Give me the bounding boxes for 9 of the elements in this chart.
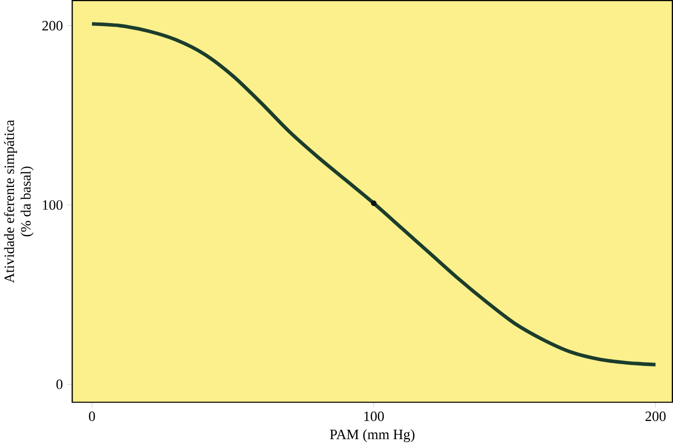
x-tick-label: 0 [88,411,95,422]
y-tick-label: 200 [42,20,62,30]
x-axis-title: PAM (mm Hg) [330,429,414,442]
y-tick-label: 100 [42,200,62,210]
line-series [90,22,658,366]
x-tick-label: 200 [645,411,666,422]
x-tick-label: 100 [364,411,384,422]
y-tick-label: 0 [56,380,62,390]
y-axis-title: Atividade eferente simpática (% da basal) [4,120,34,283]
